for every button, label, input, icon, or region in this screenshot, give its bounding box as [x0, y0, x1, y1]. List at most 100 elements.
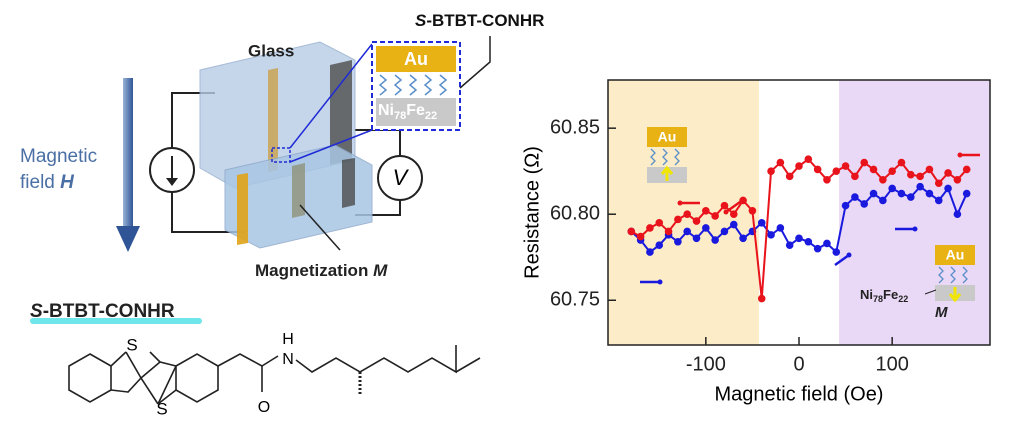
inset-au	[935, 245, 975, 265]
data-point	[953, 176, 962, 184]
data-point	[674, 237, 682, 246]
inset-alloy: 22	[898, 294, 908, 304]
data-point	[832, 167, 841, 176]
sweep-arrow-tip	[723, 209, 729, 215]
data-point	[646, 248, 654, 256]
data-point	[636, 232, 645, 241]
data-point	[916, 182, 924, 191]
data-point	[813, 165, 822, 174]
data-point	[748, 206, 757, 215]
data-point	[888, 184, 896, 193]
data-point	[879, 176, 887, 184]
data-point	[897, 189, 906, 198]
data-point	[739, 234, 747, 243]
molecule-label: S-BTBT-CONHR	[415, 11, 544, 30]
data-point	[729, 210, 738, 219]
alloy-sub: 78	[394, 110, 406, 122]
data-point	[720, 227, 729, 236]
data-point	[776, 158, 785, 167]
data-point	[813, 244, 822, 253]
structure	[68, 345, 481, 405]
data-point	[785, 241, 794, 249]
atom: O	[258, 399, 270, 416]
atom: H	[282, 331, 294, 348]
field-arrow	[123, 78, 133, 228]
field-label: field	[20, 172, 60, 193]
data-point	[711, 212, 719, 220]
data-point	[851, 172, 859, 181]
magnetization-label: Magnetization M	[255, 261, 388, 280]
inset-pointer	[924, 289, 937, 295]
data-point	[711, 236, 719, 244]
x-axis-label: Magnetic field (Oe)	[715, 383, 884, 405]
data-point	[655, 219, 664, 227]
inset-moment	[948, 287, 962, 303]
data-point	[795, 234, 803, 243]
inset-au-label: Au	[658, 129, 677, 145]
atom: N	[282, 351, 294, 368]
data-point	[953, 210, 962, 219]
x-tick-label: 100	[875, 353, 908, 375]
alloy-sub: 22	[425, 110, 437, 122]
region	[839, 80, 990, 345]
field-label: Magnetic	[20, 146, 97, 167]
data-point	[962, 165, 971, 174]
sweep-arrow-tip	[912, 226, 918, 232]
inset-alloy-label: Ni78Fe22	[860, 287, 908, 304]
glass-label: Glass	[248, 41, 294, 60]
data-point	[664, 227, 673, 236]
data-point	[683, 227, 691, 236]
data-point	[841, 201, 850, 210]
x-tick-label: 0	[793, 353, 804, 375]
field-arrow-head	[116, 226, 140, 252]
inset-au	[647, 127, 687, 147]
inset-alloy: Ni	[860, 287, 873, 302]
data-point	[674, 215, 682, 224]
x-tick-label: -100	[686, 353, 726, 375]
data-point	[655, 241, 664, 249]
plot-frame	[607, 79, 991, 346]
alloy-label: Ni78Fe22	[378, 102, 437, 122]
data-point	[832, 248, 841, 256]
data-point	[757, 219, 766, 227]
data-point	[767, 231, 775, 239]
data-point	[869, 189, 878, 198]
molecule-name: -BTBT-CONHR	[43, 301, 175, 322]
molecule-label: S	[415, 11, 427, 30]
data-point	[739, 196, 747, 205]
sweep-arrow-tip	[846, 252, 852, 258]
data-point	[702, 206, 710, 215]
schematic: Magnetic field H Au Ni78Fe22 S-BTBT-CONH…	[20, 11, 544, 280]
data-point	[776, 224, 785, 232]
data-point	[934, 196, 943, 205]
y-tick-label: 60.85	[550, 116, 600, 138]
inset-moment-label: M	[935, 304, 948, 321]
data-point	[925, 165, 934, 174]
data-point	[907, 170, 915, 179]
data-point	[925, 189, 934, 198]
inset-springs	[938, 266, 968, 284]
data-point	[841, 162, 850, 170]
inset-alloy: Fe	[883, 287, 898, 302]
nife-layer	[376, 98, 456, 126]
data-point	[879, 196, 887, 205]
data-point	[804, 237, 813, 246]
inset-au-label: Au	[946, 247, 965, 263]
molecule: S-BTBT-CONHR S S H N O	[30, 301, 481, 418]
sweep-arrow-tip	[677, 200, 683, 206]
voltmeter	[377, 155, 423, 201]
data-point	[962, 189, 971, 198]
magnetization-symbol: M	[373, 261, 388, 280]
data-point	[907, 193, 915, 201]
field-label: field H	[20, 172, 75, 193]
alloy: Fe	[406, 102, 425, 119]
data-point	[823, 239, 831, 248]
magnetization-label: Magnetization	[255, 261, 373, 280]
data-point	[916, 172, 924, 181]
data-point	[795, 162, 803, 170]
data-point	[757, 294, 766, 303]
data-point	[683, 210, 691, 219]
y-axis-label: Resistance (Ω)	[521, 146, 543, 279]
data-point	[720, 201, 729, 210]
